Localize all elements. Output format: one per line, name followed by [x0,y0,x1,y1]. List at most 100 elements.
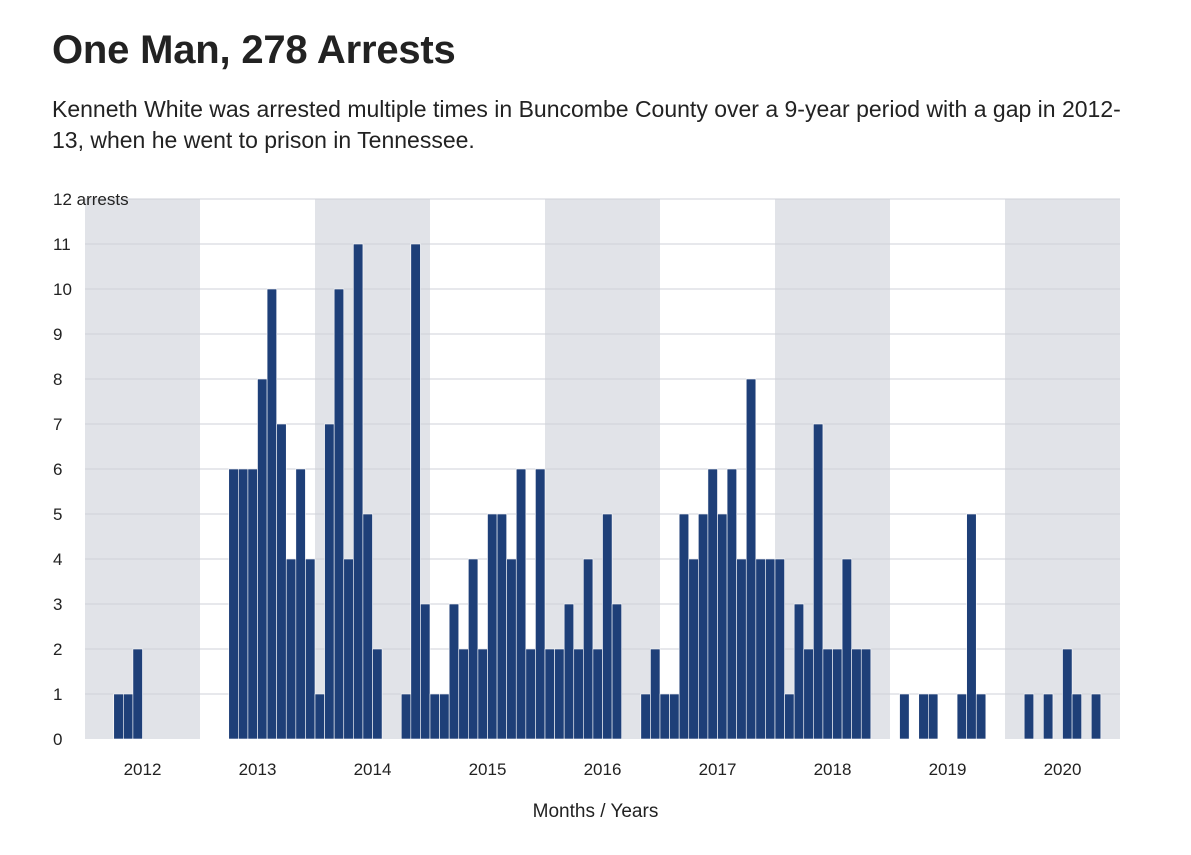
y-tick-label: 1 [53,685,62,704]
bar-2020-08 [1071,693,1082,740]
bar-2017-09 [736,558,747,740]
bar-2015-11 [525,648,536,740]
y-tick-label: 4 [53,550,62,569]
bar-2014-06 [362,513,373,740]
bar-2019-10 [975,693,987,740]
bar-2019-04 [918,693,929,740]
bar-2015-10 [515,468,527,740]
bar-2012-04 [113,693,124,740]
bar-2016-01 [544,648,555,740]
bar-2015-07 [487,513,498,740]
bar-2018-07 [832,648,843,740]
bar-2018-10 [860,648,872,740]
bar-2018-04 [803,648,814,740]
bar-2014-01 [314,693,325,740]
bar-2016-06 [592,648,603,740]
bar-2015-04 [458,648,469,740]
bar-2015-06 [477,648,488,740]
bar-2016-11 [640,693,651,740]
x-tick-label-2016: 2016 [584,760,622,779]
bar-2015-05 [468,558,479,740]
chart-title: One Man, 278 Arrests [52,28,456,72]
bar-2014-05 [353,243,364,740]
bar-2016-07 [602,513,613,740]
bar-2014-03 [333,288,345,740]
x-axis-ticks: 2012 2013 2014 2015 2016 2017 2018 2019 2020 [124,760,1082,779]
bar-2018-06 [822,648,833,740]
y-top-label: 12 arrests [53,190,129,209]
bar-2017-04 [688,558,699,740]
bar-2018-01 [774,558,785,740]
x-tick-label-2020: 2020 [1044,760,1082,779]
bar-2014-02 [324,423,335,740]
bar-2018-05 [813,423,824,740]
bar-2013-12 [305,558,316,740]
bar-2013-10 [285,558,297,740]
bar-2014-12 [420,603,431,740]
bar-2013-09 [276,423,287,740]
bar-2018-09 [851,648,862,740]
bar-2016-05 [583,558,594,740]
bar-2014-07 [372,648,383,740]
bar-2015-12 [535,468,546,740]
bar-2017-05 [698,513,709,740]
y-tick-label: 9 [53,325,62,344]
y-tick-label: 0 [53,730,62,749]
x-tick-label-2013: 2013 [239,760,277,779]
bar-2016-12 [650,648,661,740]
bar-2019-09 [966,513,977,740]
bar-2016-08 [611,603,622,740]
y-tick-label: 11 [53,235,71,254]
bar-2014-04 [343,558,354,740]
bar-2015-09 [506,558,517,740]
bar-2015-01 [429,693,440,740]
bar-2015-03 [448,603,460,740]
bar-2012-06 [132,648,143,740]
bar-2017-10 [745,378,757,740]
bar-2017-06 [707,468,718,740]
bar-2018-03 [793,603,805,740]
x-tick-label-2015: 2015 [469,760,507,779]
bar-2017-12 [765,558,776,740]
bar-2020-03 [1023,693,1035,740]
bar-2016-03 [563,603,575,740]
chart-subtitle: Kenneth White was arrested multiple time… [52,96,1121,153]
y-tick-label: 10 [53,280,72,299]
x-axis-label: Months / Years [532,801,659,822]
y-tick-label: 6 [53,460,62,479]
bar-2017-07 [717,513,728,740]
bar-2015-08 [496,513,507,740]
bar-2013-08 [266,288,277,740]
bar-2016-02 [554,648,565,740]
bar-2017-01 [659,693,670,740]
bar-2019-05 [928,693,939,740]
y-tick-label: 7 [53,415,62,434]
bar-2013-07 [257,378,268,740]
bars [113,243,1102,740]
bar-2013-06 [247,468,258,740]
x-tick-label-2014: 2014 [354,760,392,779]
bar-2017-11 [755,558,766,740]
bar-2020-07 [1062,648,1073,740]
x-tick-label-2012: 2012 [124,760,162,779]
bar-2020-10 [1090,693,1102,740]
bar-2012-05 [123,693,134,740]
bar-2013-05 [238,468,249,740]
bar-2017-02 [669,693,680,740]
x-tick-label-2017: 2017 [699,760,737,779]
bar-2019-02 [899,693,910,740]
bar-2020-05 [1043,693,1054,740]
x-tick-label-2019: 2019 [929,760,967,779]
bar-2016-04 [573,648,584,740]
bar-2013-04 [228,468,239,740]
y-tick-label: 5 [53,505,62,524]
bar-2017-03 [678,513,690,740]
y-tick-label: 3 [53,595,62,614]
bar-2015-02 [439,693,450,740]
x-tick-label-2018: 2018 [814,760,852,779]
bar-2018-08 [841,558,852,740]
bar-2019-08 [956,693,967,740]
bar-2017-08 [726,468,737,740]
bar-2018-02 [784,693,795,740]
